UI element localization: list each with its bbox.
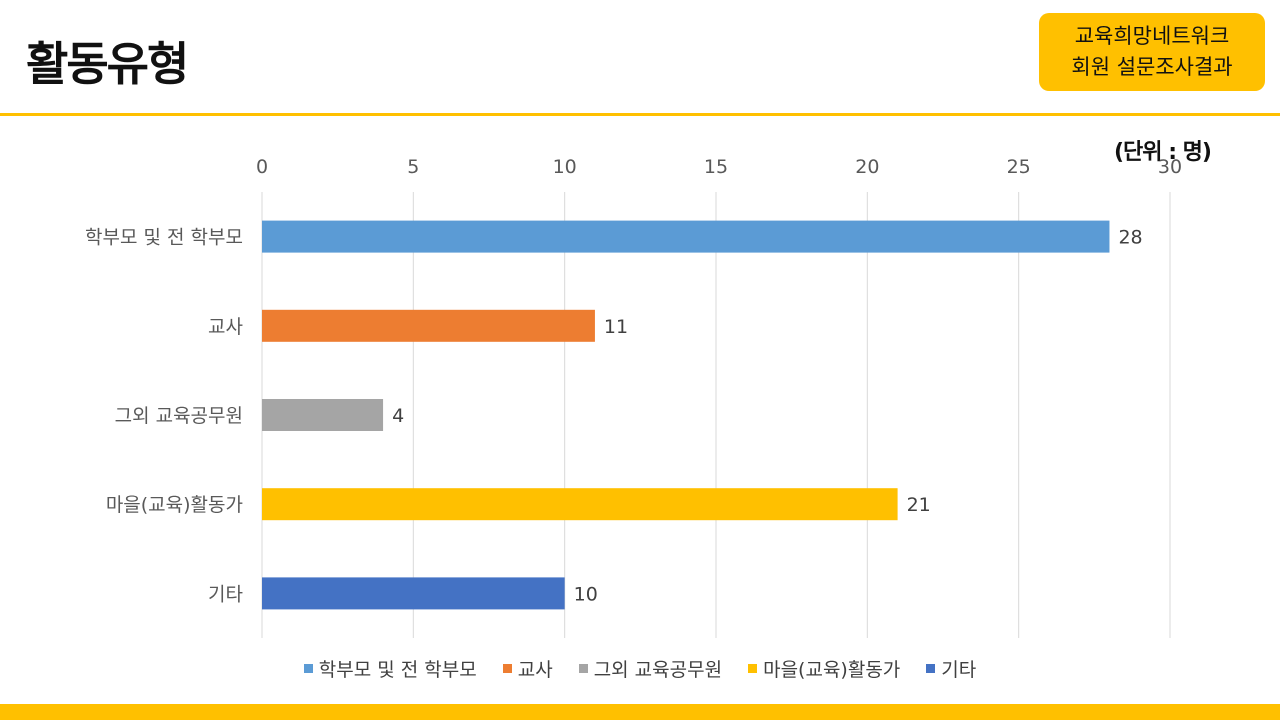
footer-bar (0, 704, 1280, 720)
bar (262, 309, 595, 342)
legend-swatch (926, 663, 936, 673)
x-tick-label: 30 (1158, 156, 1182, 178)
data-label: 4 (392, 405, 404, 427)
badge-line-1: 교육희망네트워크 (1074, 24, 1230, 48)
legend-item: 그외 교육공무원 (578, 655, 723, 682)
unit-label: (단위 : 명) (1114, 140, 1212, 165)
legend-label: 교사 (517, 658, 553, 681)
header-divider (0, 113, 1280, 116)
x-tick-label: 0 (256, 156, 268, 178)
category-label: 학부모 및 전 학부모 (85, 227, 243, 249)
legend-label: 마을(교육)활동가 (763, 658, 901, 681)
bar (262, 488, 898, 521)
legend-item: 마을(교육)활동가 (748, 655, 900, 682)
badge-line-2: 회원 설문조사결과 (1071, 55, 1233, 79)
legend-label: 기타 (941, 658, 977, 681)
legend-swatch (748, 663, 758, 673)
legend-label: 그외 교육공무원 (593, 658, 723, 681)
category-label: 그외 교육공무원 (115, 405, 243, 427)
page-title: 활동유형 (26, 37, 189, 91)
legend-item: 교사 (502, 655, 553, 682)
legend-item: 기타 (926, 655, 976, 682)
category-label: 마을(교육)활동가 (106, 494, 243, 516)
data-label: 21 (907, 494, 931, 516)
legend-swatch (502, 663, 512, 673)
bar (262, 220, 1110, 253)
bar (262, 577, 565, 610)
x-tick-label: 15 (704, 156, 728, 178)
data-label: 11 (604, 316, 628, 338)
chart-legend: 학부모 및 전 학부모 교사 그외 교육공무원 마을(교육)활동가 기타 (0, 655, 1280, 681)
x-tick-label: 20 (855, 156, 879, 178)
survey-badge: 교육희망네트워크 회원 설문조사결과 (1039, 13, 1265, 91)
data-label: 28 (1118, 227, 1142, 249)
legend-swatch (303, 663, 313, 673)
legend-item: 학부모 및 전 학부모 (303, 655, 477, 682)
bar (262, 399, 384, 431)
x-tick-label: 10 (553, 156, 577, 178)
category-label: 교사 (208, 316, 243, 338)
data-label: 10 (574, 583, 598, 605)
legend-label: 학부모 및 전 학부모 (318, 658, 477, 681)
category-label: 기타 (208, 583, 243, 605)
x-tick-label: 5 (407, 156, 419, 178)
legend-swatch (578, 663, 588, 673)
x-tick-label: 25 (1007, 156, 1031, 178)
